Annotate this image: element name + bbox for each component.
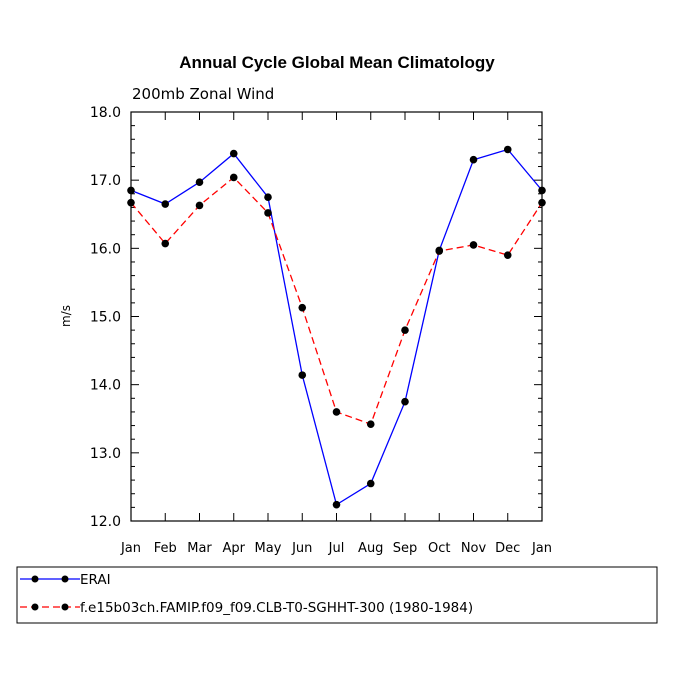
legend-marker [31,575,39,583]
data-point-s0-11 [503,145,512,154]
plot-frame [130,111,543,522]
legend-box [16,566,658,624]
data-point-s1-6 [332,408,341,416]
x-tick-label: Aug [358,541,383,556]
y-tick-label: 16.0 [90,241,121,257]
data-point-s0-8 [401,397,409,406]
series-line-0 [130,148,543,506]
x-tick-label: May [255,541,282,556]
data-point-s1-4 [264,209,272,217]
data-point-s1-3 [229,173,238,182]
data-point-s0-0 [127,186,135,195]
data-point-s0-3 [229,149,238,158]
data-point-s0-10 [469,155,478,164]
ticks-layer: Jan Feb Mar Apr May Jun Jul Aug Sep Oct Nov Dec Jan 1… [90,105,552,556]
data-point-s1-7 [366,420,375,429]
y-tick-label: 15.0 [90,310,121,326]
x-tick-label: Jan [120,541,141,556]
legend-label-erai: ERAI [80,572,111,588]
data-point-s0-6 [332,500,341,509]
x-tick-label: Oct [428,541,450,556]
x-tick-label: Mar [187,541,212,556]
legend: ERAI f.e15b03ch.FAMIP.f09_f09.CLB-T0-SGH… [16,566,658,624]
series-line-1 [130,176,543,426]
y-axis-label: m/s [59,305,73,327]
data-point-s1-5 [298,303,307,312]
y-tick-label: 17.0 [90,173,121,189]
legend-marker [31,603,39,611]
y-tick-label: 12.0 [90,514,121,530]
y-tick-label: 13.0 [90,446,121,462]
data-point-s1-12 [538,198,546,207]
legend-marker [61,603,69,611]
x-tick-label: Jan [531,541,552,556]
data-point-s0-2 [195,178,204,187]
series-layer [130,148,543,506]
x-tick-label: Dec [495,541,520,556]
data-point-s1-1 [161,239,170,248]
x-tick-label: Jul [328,541,345,556]
y-tick-label: 14.0 [90,378,121,394]
chart-title: Annual Cycle Global Mean Climatology [179,53,495,72]
data-point-s0-12 [538,186,546,195]
x-tick-label: Jun [291,541,312,556]
legend-label-model: f.e15b03ch.FAMIP.f09_f09.CLB-T0-SGHHT-30… [80,600,473,616]
data-point-s1-2 [195,201,204,210]
data-point-s1-9 [435,247,444,255]
y-tick-label: 18.0 [90,105,121,121]
data-point-s1-8 [401,326,409,334]
markers-layer [127,145,546,509]
data-point-s1-10 [469,241,478,249]
x-tick-label: Nov [461,541,487,556]
legend-marker [61,575,69,583]
x-tick-label: Feb [154,541,177,556]
data-point-s1-0 [127,198,135,207]
x-tick-label: Sep [393,541,418,556]
x-tick-label: Apr [223,541,246,556]
data-point-s0-5 [298,371,307,379]
data-point-s0-1 [161,200,170,208]
chart-subtitle: 200mb Zonal Wind [132,85,274,103]
data-point-s1-11 [503,251,512,259]
data-point-s0-4 [264,193,272,202]
data-point-s0-7 [366,479,375,488]
